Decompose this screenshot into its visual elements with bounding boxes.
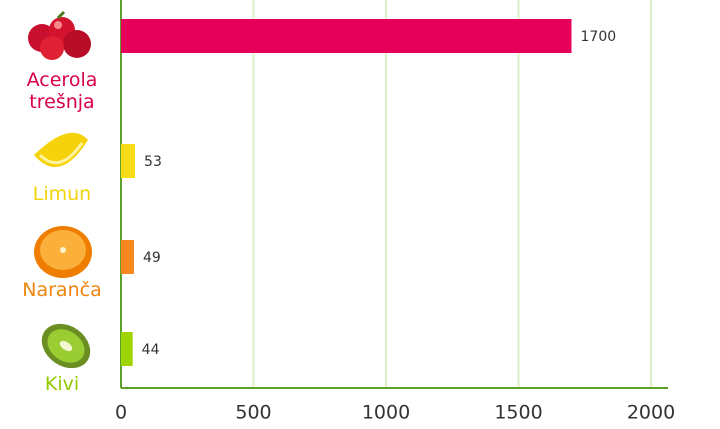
- value-label: 53: [144, 154, 162, 170]
- bar: [121, 240, 134, 274]
- x-tick-label: 0: [115, 402, 127, 424]
- orange-icon: [34, 226, 92, 278]
- kiwi-icon: [41, 323, 91, 369]
- bar: [121, 19, 572, 53]
- category-label: Naranča: [22, 279, 102, 301]
- bar: [121, 144, 136, 178]
- value-label: 1700: [581, 29, 617, 45]
- x-tick-label: 1000: [362, 402, 410, 424]
- category-label: Acerola trešnja: [26, 69, 98, 113]
- x-tick-label: 500: [235, 402, 271, 424]
- fruit-icons: [28, 10, 92, 369]
- acerola-icon: [28, 10, 91, 60]
- category-label: Limun: [32, 183, 92, 205]
- category-label: Kivi: [44, 373, 80, 395]
- lemon-icon: [34, 132, 88, 167]
- value-label: 44: [142, 342, 160, 358]
- x-tick-label: 2000: [627, 402, 675, 424]
- bar: [121, 332, 133, 366]
- x-tick-label: 1500: [494, 402, 542, 424]
- value-label: 49: [143, 250, 161, 266]
